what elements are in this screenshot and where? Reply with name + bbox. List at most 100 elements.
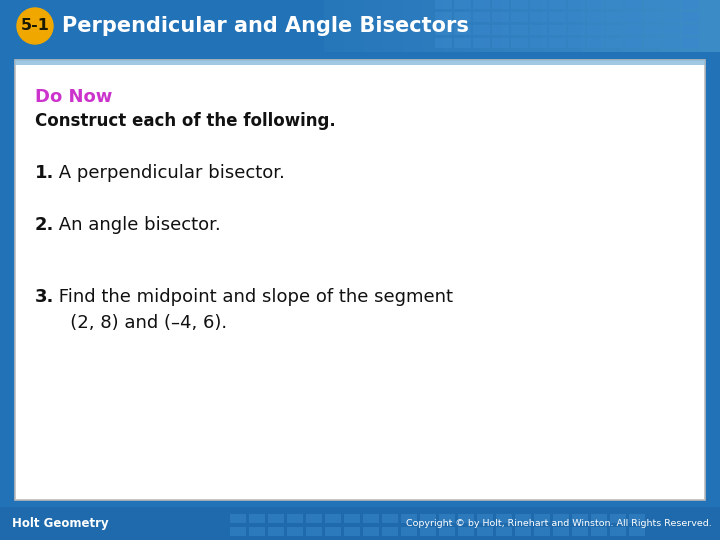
Bar	[230, 527, 246, 536]
Bar	[644, 0, 661, 9]
Bar	[458, 527, 474, 536]
Bar	[587, 25, 604, 35]
Bar	[530, 38, 547, 48]
Bar	[572, 514, 588, 523]
Bar	[477, 514, 493, 523]
Bar	[701, 0, 720, 52]
Bar	[641, 0, 661, 52]
Bar	[553, 527, 569, 536]
Bar	[458, 514, 474, 523]
Bar	[553, 514, 569, 523]
Bar	[439, 527, 455, 536]
Bar	[629, 514, 645, 523]
Bar	[482, 0, 503, 52]
Text: A perpendicular bisector.: A perpendicular bisector.	[53, 164, 285, 182]
Bar	[325, 527, 341, 536]
Bar	[682, 38, 699, 48]
Bar	[384, 0, 403, 52]
Bar	[530, 0, 547, 9]
Bar	[511, 0, 528, 9]
Bar	[363, 527, 379, 536]
Bar	[568, 0, 585, 9]
Bar	[0, 0, 720, 52]
Bar	[492, 12, 509, 22]
Bar	[511, 12, 528, 22]
Text: Construct each of the following.: Construct each of the following.	[35, 112, 336, 130]
Bar	[435, 12, 452, 22]
Bar	[435, 25, 452, 35]
Bar	[454, 0, 471, 9]
Bar	[363, 514, 379, 523]
Bar	[496, 514, 512, 523]
Bar	[435, 38, 452, 48]
Text: 3.: 3.	[35, 288, 55, 306]
Bar	[534, 527, 550, 536]
Bar	[644, 38, 661, 48]
Bar	[511, 25, 528, 35]
Bar	[629, 527, 645, 536]
Bar	[249, 514, 265, 523]
Bar	[663, 38, 680, 48]
Bar	[582, 0, 601, 52]
Bar	[625, 0, 642, 9]
Bar	[568, 25, 585, 35]
Bar	[530, 25, 547, 35]
Bar	[324, 0, 344, 52]
Bar	[661, 0, 680, 52]
Text: Copyright © by Holt, Rinehart and Winston. All Rights Reserved.: Copyright © by Holt, Rinehart and Winsto…	[406, 519, 712, 528]
Bar	[572, 527, 588, 536]
Bar	[610, 514, 626, 523]
FancyBboxPatch shape	[15, 60, 705, 500]
Circle shape	[17, 8, 53, 44]
Bar	[382, 514, 398, 523]
Bar	[439, 514, 455, 523]
Bar	[423, 0, 443, 52]
Bar	[249, 527, 265, 536]
Bar	[562, 0, 582, 52]
Text: Holt Geometry: Holt Geometry	[12, 517, 109, 530]
Bar	[477, 527, 493, 536]
Bar	[606, 38, 623, 48]
Bar	[587, 38, 604, 48]
Bar	[473, 25, 490, 35]
Bar	[587, 12, 604, 22]
Bar	[344, 514, 360, 523]
Bar	[542, 0, 562, 52]
Bar	[625, 12, 642, 22]
Bar	[534, 514, 550, 523]
Bar	[454, 38, 471, 48]
Text: 1.: 1.	[35, 164, 55, 182]
Bar	[549, 38, 566, 48]
Bar	[682, 12, 699, 22]
Bar	[473, 12, 490, 22]
Bar	[15, 60, 705, 65]
Bar	[463, 0, 482, 52]
Bar	[344, 527, 360, 536]
Bar	[610, 527, 626, 536]
Bar	[663, 0, 680, 9]
Bar	[644, 12, 661, 22]
Bar	[625, 25, 642, 35]
Bar	[306, 527, 322, 536]
Bar	[0, 507, 720, 540]
Bar	[420, 527, 436, 536]
Bar	[587, 0, 604, 9]
Bar	[382, 527, 398, 536]
Bar	[401, 514, 417, 523]
Bar	[454, 25, 471, 35]
Bar	[344, 0, 364, 52]
Bar	[621, 0, 641, 52]
Bar	[473, 0, 490, 9]
Bar	[230, 514, 246, 523]
Bar	[503, 0, 522, 52]
Bar	[420, 514, 436, 523]
Bar	[496, 527, 512, 536]
Bar	[287, 527, 303, 536]
Bar	[625, 38, 642, 48]
Bar	[606, 0, 623, 9]
Text: Find the midpoint and slope of the segment: Find the midpoint and slope of the segme…	[53, 288, 453, 306]
Bar	[511, 38, 528, 48]
Bar	[682, 25, 699, 35]
Text: 2.: 2.	[35, 216, 55, 234]
Bar	[454, 12, 471, 22]
